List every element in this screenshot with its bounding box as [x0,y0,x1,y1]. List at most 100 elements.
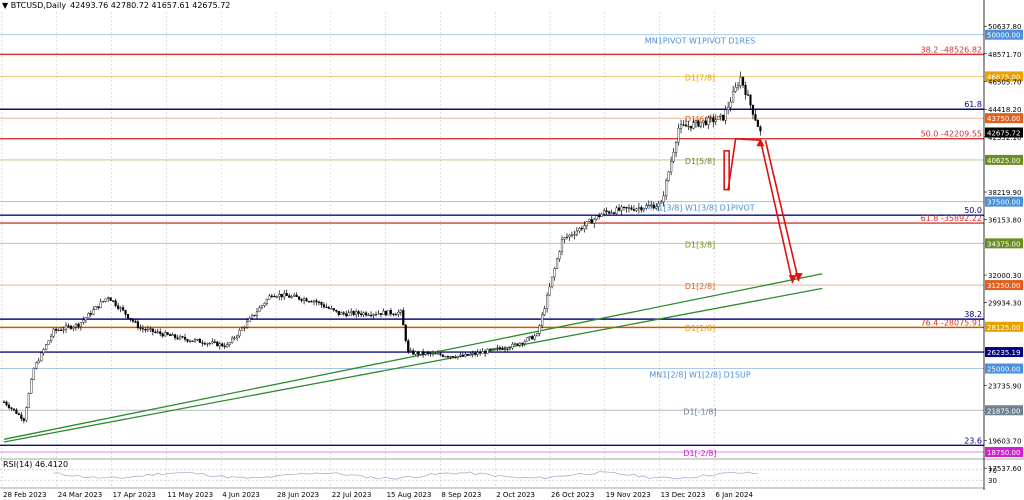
candle-body [548,286,551,296]
candle-body [231,337,234,343]
candle-body [694,120,698,123]
candle-body [198,339,202,343]
candle-body [293,294,296,297]
candle-body [342,312,345,314]
candle-body [288,295,291,298]
candle-body [538,325,541,334]
candle-body [697,120,700,127]
candle-body [553,268,556,278]
candle-body [47,340,50,345]
candle-body [240,327,244,331]
current-price-badge [985,127,1023,138]
candle-body [302,298,306,301]
candle-body [434,353,437,355]
level-label: MN1[2/8] W1[2/8] D1SUP [649,371,750,380]
collapse-icon[interactable]: ▼ [2,1,11,10]
current-price-label: 42675.72 [987,130,1020,138]
candle-body [144,329,147,331]
price-tick-label: 50637.80 [988,23,1021,31]
level-label: D1[1/8] [685,324,715,333]
candle-body [337,311,340,315]
candle-body [245,321,249,328]
time-axis: 28 Feb 2023 24 Mar 2023 17 Apr 2023 11 May … [3,491,753,499]
level-label: D1[7/8] [685,73,715,82]
symbol-label: BTCUSD,Daily [11,1,67,10]
price-badge [985,405,1023,416]
candle-body [550,276,554,288]
candle-body [657,203,660,207]
price-badge-label: 25000.00 [987,366,1020,374]
level-label: D1[6/8] [685,115,715,124]
candle-body [263,303,266,306]
candle-body [392,313,395,315]
candle-body [253,314,256,317]
price-tick-label: 36153.80 [988,217,1021,225]
candle-body [617,207,621,211]
candle-body [439,353,442,356]
candle-body [702,120,705,123]
candle-body [379,313,383,315]
candle-body [364,312,368,316]
candle-body [436,353,440,355]
candle-body [528,336,531,338]
candle-body [42,349,45,354]
candle-body [394,314,397,316]
candle-body [211,341,214,344]
candle-body [689,125,693,129]
candle-body [692,122,695,129]
candle-body [687,125,690,128]
candle-body [704,120,707,126]
candle-body [583,225,586,230]
price-badge-label: 46875.00 [987,73,1020,81]
price-badge [985,196,1023,207]
candle-body [112,300,115,302]
candle-body [310,301,313,303]
candle-body [315,300,318,303]
candle-body [732,91,735,103]
candle-body [171,334,174,337]
candle-body [493,348,497,350]
price-tick-label: 17537.60 [988,465,1021,473]
candle-body [221,343,224,347]
candle-body [37,360,40,363]
candle-body [431,353,435,355]
candle-body [526,337,529,342]
candle-body [486,348,489,354]
price-badge [985,446,1023,457]
candle-body [642,208,645,211]
candle-body [15,409,18,414]
candle-body [580,227,583,230]
level-label: 61.8 [964,100,982,109]
candle-body [290,296,293,298]
rsi-label: RSI(14) 46.4120 [3,460,68,469]
candle-body [149,328,152,330]
candle-body [590,219,593,224]
candle-body [258,307,261,313]
candle-body [615,207,618,214]
candle-body [399,310,402,313]
price-badge-label: 34375.00 [987,240,1020,248]
candle-body [270,295,273,297]
candle-body [417,351,420,355]
candle-body [734,86,737,92]
candle-body [335,309,338,312]
candle-body [521,342,524,345]
candle-body [397,312,400,315]
candle-body [191,340,194,342]
candle-body [429,352,432,355]
forecast-path [727,138,761,190]
candle-body [136,321,140,328]
candle-body [5,401,8,406]
candle-body [709,117,712,119]
candle-body [340,312,343,315]
candle-body [714,119,717,122]
price-badge-label: 37500.00 [987,199,1020,207]
candle-body [107,297,110,300]
candle-body [367,314,370,317]
price-tick-label: 44418.20 [988,106,1021,114]
candle-body [183,336,187,340]
candle-body [369,314,373,317]
candle-body [575,230,578,235]
